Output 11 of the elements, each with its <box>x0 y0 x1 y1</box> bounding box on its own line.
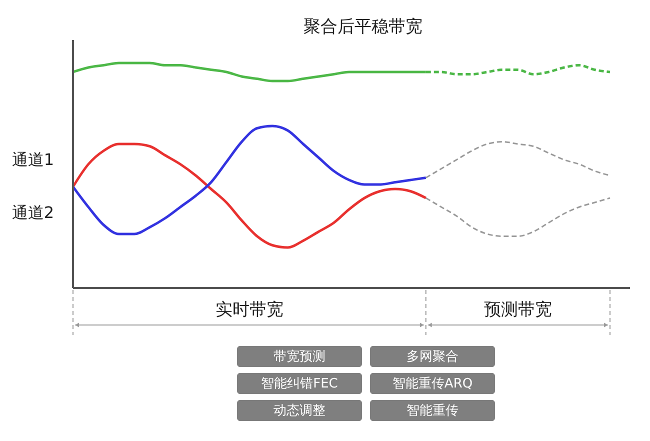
text: 智能纠错FEC <box>261 376 338 392</box>
text: 智能重传 <box>406 404 458 418</box>
text: 带宽预测 <box>274 348 326 364</box>
text: 多网聚合 <box>406 350 458 364</box>
chart-title: 聚合后平稳带宽 <box>304 17 422 37</box>
text: 实时带宽 <box>215 300 284 320</box>
text: 动态调整 <box>274 404 326 418</box>
text: 通道2 <box>12 203 54 222</box>
text: 智能重传ARQ <box>392 376 473 392</box>
text: 通道1 <box>12 150 54 169</box>
text: 预测带宽 <box>484 300 552 320</box>
